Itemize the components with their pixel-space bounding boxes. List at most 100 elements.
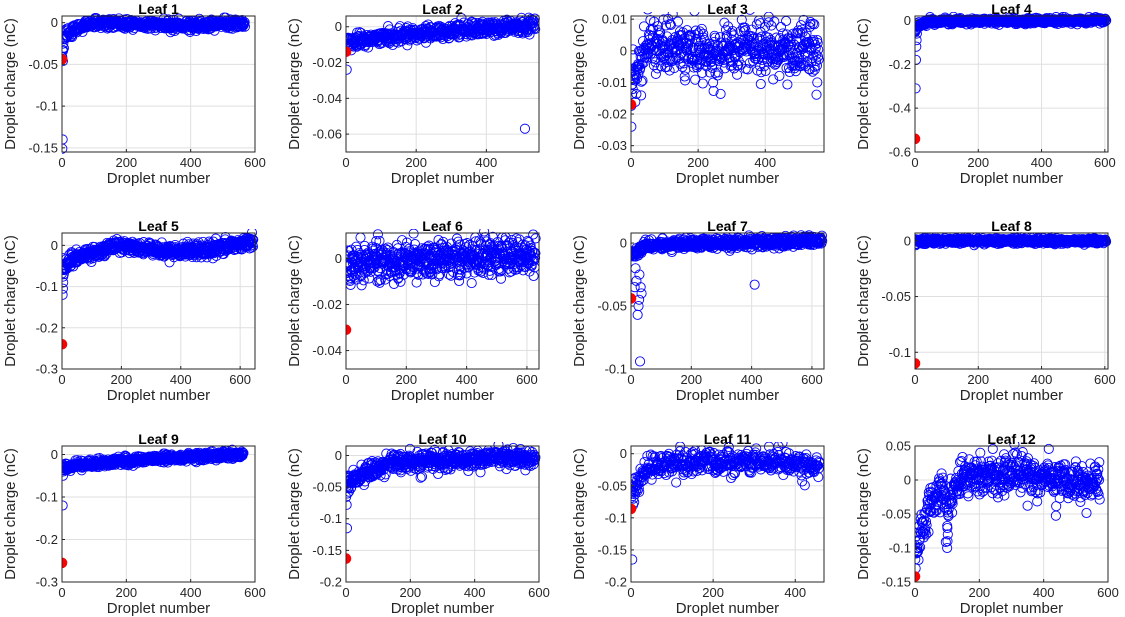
- data-point: [708, 85, 719, 97]
- y-tick-label: -0.03: [597, 138, 627, 153]
- data-point: [812, 37, 823, 48]
- data-point: [679, 71, 690, 82]
- data-point: [672, 16, 684, 27]
- x-tick-label: 400: [754, 155, 776, 170]
- data-point: [763, 39, 774, 50]
- y-tick-label: -0.04: [312, 343, 342, 358]
- data-point: [346, 64, 352, 75]
- y-tick-label: 0: [51, 238, 58, 253]
- x-tick-label: 0: [911, 155, 918, 170]
- data-point: [466, 278, 477, 289]
- x-tick-label: 600: [229, 372, 251, 387]
- data-point: [644, 43, 655, 54]
- data-point: [810, 55, 822, 67]
- y-tick-label: -0.04: [312, 91, 342, 106]
- y-tick-label: 0: [51, 15, 58, 30]
- panel-title: Leaf 3: [707, 1, 748, 17]
- data-point: [768, 74, 779, 85]
- x-tick-label: 200: [115, 155, 137, 170]
- y-tick-label: 0: [335, 19, 342, 34]
- x-tick-label: 400: [741, 372, 763, 387]
- data-point: [775, 21, 787, 33]
- x-tick-label: 400: [1031, 155, 1053, 170]
- data-point: [454, 270, 465, 281]
- data-point: [631, 88, 642, 100]
- data-point: [749, 279, 760, 290]
- y-tick-label: 0: [620, 236, 627, 251]
- data-point: [667, 12, 678, 20]
- data-points: [346, 12, 541, 134]
- data-point: [788, 28, 799, 39]
- data-point: [631, 75, 641, 86]
- y-tick-label: -0.1: [36, 279, 58, 294]
- data-point: [653, 25, 664, 36]
- x-tick-label: 0: [342, 155, 349, 170]
- axes-box: [630, 232, 825, 370]
- data-point: [777, 49, 788, 60]
- data-point: [631, 282, 640, 293]
- data-point: [631, 44, 639, 55]
- data-point: [248, 234, 259, 245]
- y-tick-label: -0.05: [28, 57, 58, 72]
- data-point: [754, 60, 765, 71]
- data-point: [799, 48, 810, 59]
- data-point: [638, 21, 650, 32]
- data-point: [810, 39, 821, 50]
- data-point: [715, 88, 726, 99]
- data-point: [660, 20, 671, 31]
- y-tick-label: -0.2: [36, 320, 58, 335]
- data-point: [643, 12, 653, 15]
- x-tick-label: 600: [801, 372, 823, 387]
- data-point: [650, 2, 659, 11]
- panel-title: Leaf 1: [138, 1, 179, 17]
- data-points: [631, 230, 828, 367]
- plot-area: [915, 16, 1108, 152]
- data-point: [530, 24, 541, 35]
- y-tick-label: 0.01: [602, 12, 627, 27]
- data-point: [519, 123, 531, 134]
- y-tick-label: 0: [620, 43, 627, 58]
- data-point: [644, 30, 655, 41]
- panel-title: Leaf 5: [138, 218, 179, 234]
- x-tick-label: 200: [405, 155, 427, 170]
- data-point: [423, 268, 434, 279]
- data-point: [915, 83, 921, 94]
- data-point: [774, 70, 785, 81]
- y-axis-label: Droplet charge (nC): [286, 235, 303, 367]
- data-point: [811, 49, 822, 60]
- data-point: [239, 21, 250, 32]
- y-axis-label: Droplet charge (nC): [571, 18, 588, 150]
- y-tick-label: -0.2: [889, 57, 911, 72]
- y-tick-label: -0.1: [605, 362, 627, 377]
- y-tick-label: -0.06: [312, 127, 342, 142]
- plot-area: [915, 233, 1108, 369]
- data-point: [371, 236, 382, 247]
- data-point: [239, 17, 250, 28]
- data-point: [727, 26, 738, 37]
- data-point: [636, 76, 647, 87]
- data-point: [740, 24, 751, 36]
- y-axis-label: Droplet charge (nC): [855, 18, 872, 150]
- y-axis-label: Droplet charge (nC): [2, 235, 19, 367]
- data-point: [813, 44, 824, 55]
- data-point: [395, 276, 406, 287]
- data-point: [634, 269, 645, 280]
- data-point: [742, 64, 753, 75]
- x-tick-label: 400: [476, 155, 498, 170]
- y-axis-label: Droplet charge (nC): [2, 18, 19, 150]
- x-axis-label: Droplet number: [107, 387, 210, 404]
- y-tick-label: -0.3: [36, 362, 58, 377]
- data-point: [489, 215, 498, 224]
- data-point: [689, 12, 700, 17]
- data-point: [817, 235, 828, 247]
- data-point: [915, 28, 922, 39]
- y-tick-label: -0.02: [312, 55, 342, 70]
- data-point: [62, 283, 68, 294]
- data-point: [514, 234, 525, 245]
- data-point: [769, 16, 780, 27]
- data-point: [650, 57, 661, 68]
